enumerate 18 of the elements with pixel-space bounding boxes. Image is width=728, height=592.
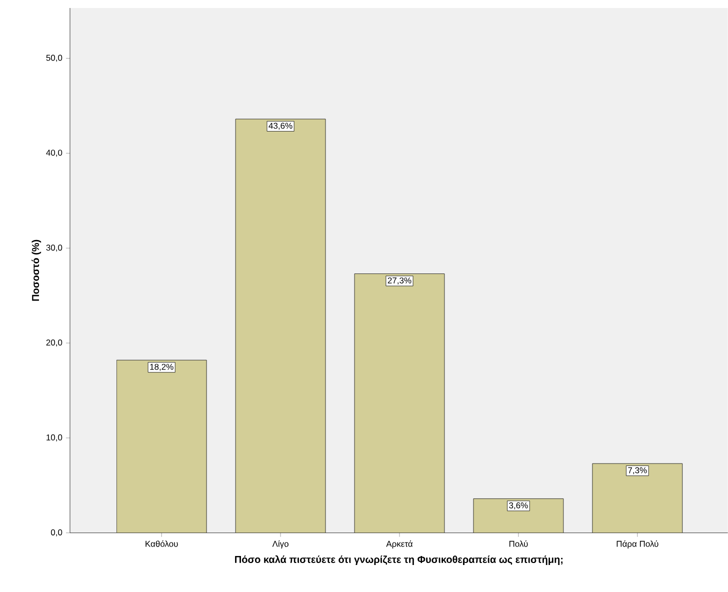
y-tick-label: 0,0 bbox=[50, 529, 62, 536]
y-tick-label: 10,0 bbox=[46, 434, 62, 442]
y-tick-label: 40,0 bbox=[46, 150, 62, 157]
x-tick-label: Πολύ bbox=[509, 540, 528, 547]
data-label: 3,6% bbox=[509, 502, 528, 510]
data-label: 7,3% bbox=[628, 467, 647, 474]
data-label: 27,3% bbox=[388, 278, 412, 285]
y-tick-label: 50,0 bbox=[46, 54, 62, 62]
data-label: 18,2% bbox=[150, 364, 174, 371]
x-tick-label: Καθόλου bbox=[146, 540, 178, 547]
x-tick-label: Αρκετά bbox=[386, 540, 413, 549]
data-label: 43,6% bbox=[268, 122, 292, 130]
y-axis-title: Ποσοστό (%) bbox=[32, 240, 42, 301]
x-axis-title: Πόσο καλά πιστεύετε ότι γνωρίζετε τη Φυσικοθεραπεία ως επιστήμη; bbox=[235, 555, 563, 566]
y-tick-label: 20,0 bbox=[46, 340, 62, 347]
y-tick-label: 30,0 bbox=[46, 244, 62, 252]
x-tick-label: Πάρα Πολύ bbox=[616, 540, 658, 549]
x-tick-label: Λίγο bbox=[272, 540, 288, 549]
